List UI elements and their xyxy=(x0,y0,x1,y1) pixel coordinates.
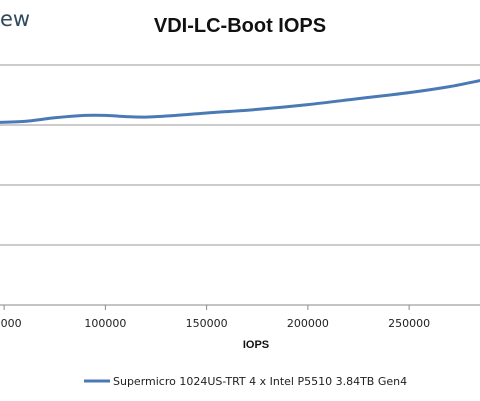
x-tick-label-2: 150000 xyxy=(186,317,228,330)
legend-label: Supermicro 1024US-TRT 4 x Intel P5510 3.… xyxy=(113,375,407,388)
x-tick-label-1: 100000 xyxy=(84,317,126,330)
series-layer xyxy=(0,79,480,124)
series-line-0 xyxy=(0,79,480,124)
logo-watermark: ew xyxy=(0,7,30,31)
x-tick-label-4: 250000 xyxy=(388,317,430,330)
x-tick-labels: 50000 100000 150000 200000 250000 xyxy=(0,305,430,330)
x-tick-label-0: 50000 xyxy=(0,317,22,330)
gridlines xyxy=(0,64,480,306)
chart-title: VDI-LC-Boot IOPS xyxy=(154,15,326,37)
legend: Supermicro 1024US-TRT 4 x Intel P5510 3.… xyxy=(84,375,407,388)
x-tick-label-3: 200000 xyxy=(287,317,329,330)
x-axis-title: IOPS xyxy=(243,339,269,351)
